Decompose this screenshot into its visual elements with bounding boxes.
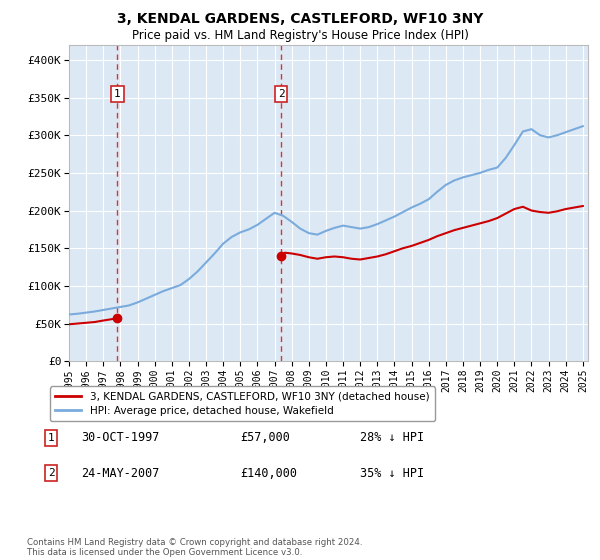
Legend: 3, KENDAL GARDENS, CASTLEFORD, WF10 3NY (detached house), HPI: Average price, de: 3, KENDAL GARDENS, CASTLEFORD, WF10 3NY … <box>50 386 434 421</box>
Text: 35% ↓ HPI: 35% ↓ HPI <box>360 466 424 480</box>
Text: £140,000: £140,000 <box>240 466 297 480</box>
Text: Contains HM Land Registry data © Crown copyright and database right 2024.
This d: Contains HM Land Registry data © Crown c… <box>27 538 362 557</box>
Text: 2: 2 <box>278 89 284 99</box>
Text: 24-MAY-2007: 24-MAY-2007 <box>81 466 160 480</box>
Text: 1: 1 <box>114 89 121 99</box>
Text: 2: 2 <box>47 468 55 478</box>
Text: Price paid vs. HM Land Registry's House Price Index (HPI): Price paid vs. HM Land Registry's House … <box>131 29 469 42</box>
Text: 28% ↓ HPI: 28% ↓ HPI <box>360 431 424 445</box>
Text: £57,000: £57,000 <box>240 431 290 445</box>
Text: 30-OCT-1997: 30-OCT-1997 <box>81 431 160 445</box>
Text: 3, KENDAL GARDENS, CASTLEFORD, WF10 3NY: 3, KENDAL GARDENS, CASTLEFORD, WF10 3NY <box>117 12 483 26</box>
Text: 1: 1 <box>47 433 55 443</box>
